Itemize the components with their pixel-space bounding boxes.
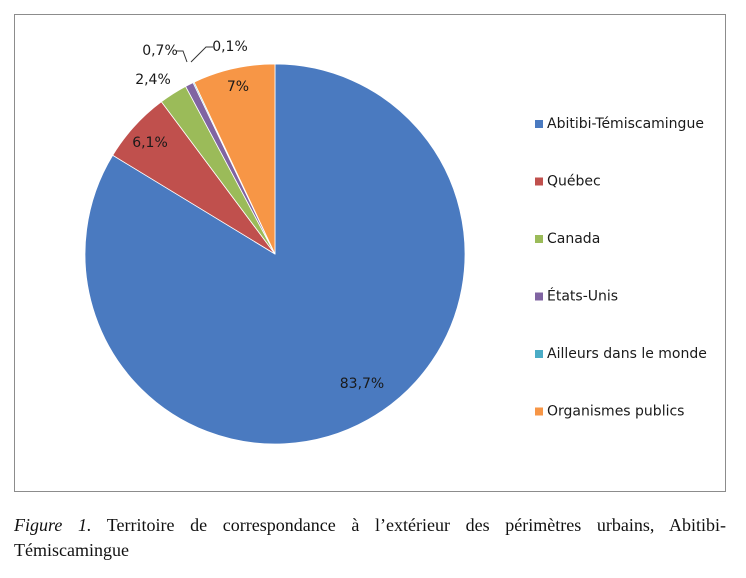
chart: 83,7% 6,1% 2,4% 0,7% 0,1% 7% Abitibi-Témiscami…: [84, 39, 707, 445]
legend-swatch: [535, 350, 543, 358]
legend-label: Ailleurs dans le monde: [547, 346, 707, 362]
caption-text: Territoire de correspondance à l’extérie…: [14, 515, 726, 560]
data-label: 0,1%: [212, 39, 248, 55]
data-label: 6,1%: [132, 135, 168, 151]
legend-swatch: [535, 120, 543, 128]
legend-label: Abitibi-Témiscamingue: [547, 116, 704, 132]
data-label: 7%: [227, 79, 249, 95]
pie-slice: [193, 63, 276, 255]
legend-label: Québec: [547, 174, 601, 190]
caption-label: Figure 1.: [14, 515, 92, 535]
legend-swatch: [535, 407, 543, 416]
legend-swatch: [535, 292, 543, 301]
legend-swatch: [535, 177, 543, 186]
figure-caption: Figure 1. Territoire de correspondance à…: [14, 513, 726, 563]
leader-line: [190, 46, 213, 63]
legend-label: Organismes publics: [547, 404, 684, 420]
data-label: 83,7%: [340, 376, 384, 392]
legend-swatch: [535, 235, 543, 243]
leader-line: [176, 50, 188, 63]
chart-frame: [14, 14, 726, 492]
legend-label: Canada: [547, 231, 600, 247]
data-label: 0,7%: [142, 43, 178, 59]
data-label: 2,4%: [135, 72, 171, 88]
legend-label: États-Unis: [547, 288, 618, 305]
